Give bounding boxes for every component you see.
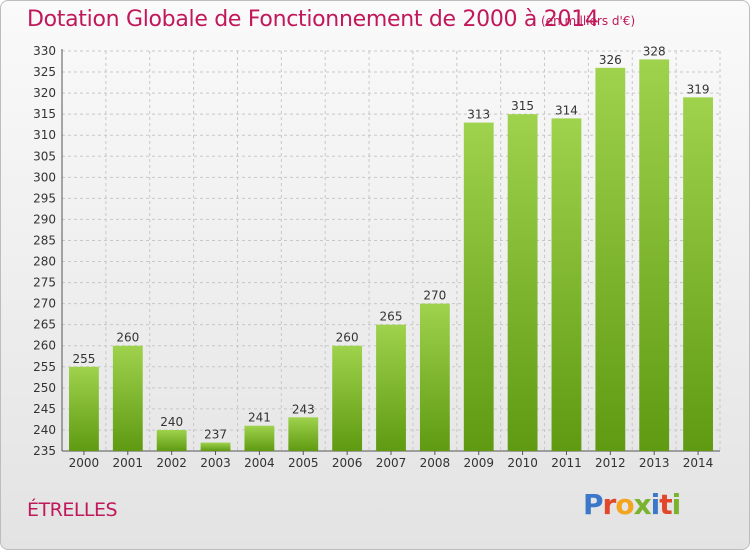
logo-letter: P — [583, 488, 604, 521]
axis-layer: 235 240 245 250 255 260 265 270 275 280 285 290 295 3… — [33, 44, 720, 458]
x-tick-label: 2003 — [200, 456, 231, 470]
logo-letter: o — [615, 488, 634, 521]
bar — [551, 118, 582, 452]
data-label: 260 — [336, 331, 359, 345]
bar — [507, 114, 538, 451]
data-label: 240 — [160, 415, 183, 429]
bar — [639, 59, 670, 451]
bar — [419, 303, 450, 451]
y-tick-label: 320 — [33, 86, 56, 100]
x-tick-label: 2008 — [420, 456, 451, 470]
x-tick-label: 2000 — [69, 456, 100, 470]
data-label: 326 — [599, 53, 622, 67]
y-tick-label: 300 — [33, 170, 56, 184]
y-tick-label: 250 — [33, 381, 56, 395]
data-label: 315 — [511, 99, 534, 113]
data-label: 243 — [292, 402, 315, 416]
x-tick-label: 2006 — [332, 456, 363, 470]
x-tick-label: 2010 — [507, 456, 538, 470]
x-tick-label: 2014 — [683, 456, 714, 470]
y-tick-label: 255 — [33, 360, 56, 374]
y-tick-label: 295 — [33, 191, 56, 205]
proxiti-logo[interactable]: Proxiti — [583, 488, 682, 521]
data-label: 328 — [643, 44, 666, 58]
x-tick-label: 2004 — [244, 456, 275, 470]
y-tick-label: 240 — [33, 423, 56, 437]
y-tick-label: 325 — [33, 65, 56, 79]
x-tick-label: 2001 — [113, 456, 144, 470]
bar — [112, 345, 143, 451]
y-tick-label: 310 — [33, 128, 56, 142]
data-label: 241 — [248, 411, 271, 425]
bar — [376, 324, 406, 451]
y-tick-label: 315 — [33, 107, 56, 121]
y-tick-label: 290 — [33, 212, 56, 226]
y-tick-label: 235 — [33, 444, 56, 458]
commune-name: ÉTRELLES — [27, 499, 118, 521]
data-label: 265 — [380, 310, 403, 324]
x-tick-label: 2009 — [463, 456, 494, 470]
data-label: 255 — [72, 352, 95, 366]
x-tick-label: 2002 — [156, 456, 187, 470]
bar — [683, 97, 713, 451]
bar — [156, 429, 187, 451]
y-tick-label: 245 — [33, 402, 56, 416]
bar — [69, 366, 99, 451]
bar — [244, 425, 275, 451]
data-label: 260 — [116, 331, 139, 345]
chart-title: Dotation Globale de Fonctionnement de 20… — [27, 7, 599, 32]
x-tick-label: 2012 — [595, 456, 626, 470]
y-tick-label: 270 — [33, 297, 56, 311]
x-tick-label: 2013 — [639, 456, 670, 470]
y-tick-label: 265 — [33, 318, 56, 332]
bar — [288, 417, 319, 451]
data-label: 237 — [204, 428, 227, 442]
x-tick-label: 2005 — [288, 456, 319, 470]
bar — [463, 122, 494, 451]
logo-letter: t — [659, 488, 672, 521]
y-tick-label: 305 — [33, 149, 56, 163]
data-label: 319 — [687, 82, 710, 96]
logo-letter: x — [633, 488, 652, 521]
logo-letter: i — [650, 488, 661, 521]
bar — [595, 67, 626, 451]
x-tick-label: 2007 — [376, 456, 407, 470]
x-tick-label: 2011 — [551, 456, 582, 470]
data-label: 313 — [467, 108, 490, 122]
y-tick-label: 275 — [33, 276, 56, 290]
data-label: 314 — [555, 103, 578, 117]
bar-layer — [69, 59, 713, 452]
chart-subtitle: (en milliers d'€) — [541, 14, 636, 28]
label-layer: 255 2000 260 2001 240 2002 237 2003 241 2004 243 20… — [69, 44, 714, 470]
y-tick-label: 260 — [33, 339, 56, 353]
y-tick-label: 330 — [33, 44, 56, 58]
logo-letter: i — [671, 488, 682, 521]
bar — [332, 345, 363, 451]
logo-letter: r — [602, 488, 617, 521]
y-tick-label: 285 — [33, 233, 56, 247]
y-tick-label: 280 — [33, 255, 56, 269]
data-label: 270 — [423, 289, 446, 303]
bar — [200, 442, 231, 451]
